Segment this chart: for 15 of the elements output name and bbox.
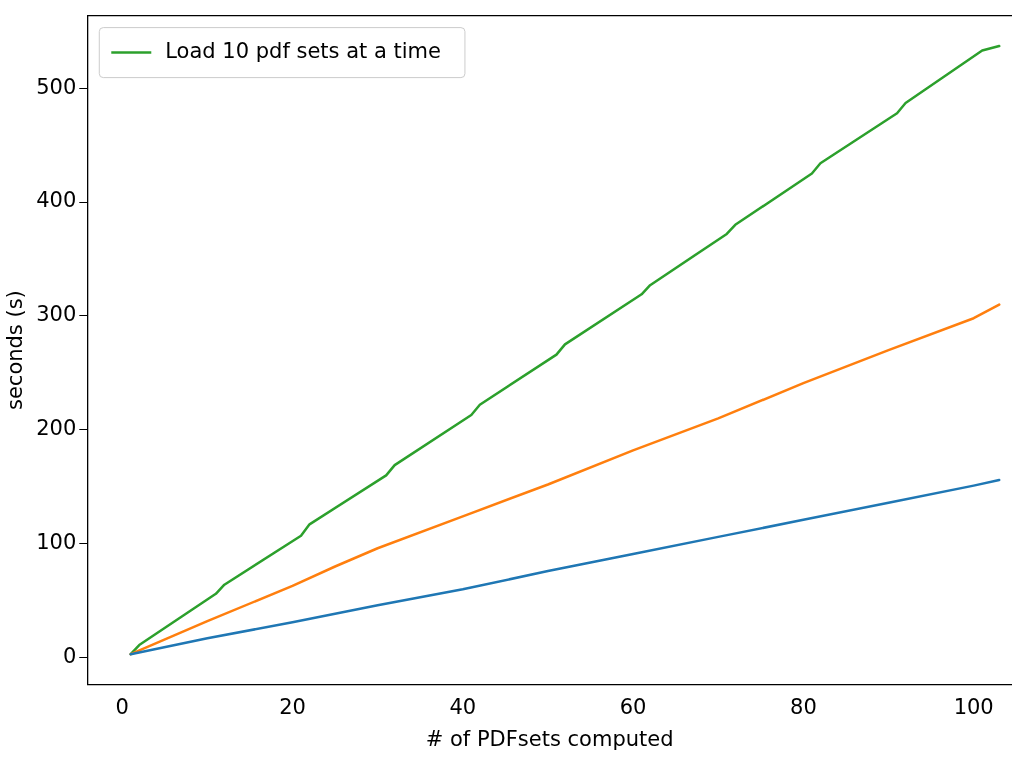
x-axis-title: # of PDFsets computed: [425, 726, 674, 751]
y-tick-label: 200: [36, 416, 77, 441]
x-tick-label: 60: [619, 694, 647, 719]
x-tick-label: 80: [790, 694, 817, 719]
x-tick-label: 0: [115, 694, 129, 719]
y-tick-label: 400: [36, 188, 77, 213]
y-tick-label: 500: [36, 74, 77, 99]
y-tick-label: 100: [36, 530, 77, 555]
x-tick-label: 40: [449, 694, 477, 719]
x-tick-label: 100: [953, 694, 994, 719]
legend-label: Load 10 pdf sets at a time: [165, 39, 441, 64]
x-tick-label: 20: [279, 694, 306, 719]
y-tick-label: 300: [36, 302, 77, 327]
y-tick-label: 0: [62, 644, 77, 669]
y-axis-title: seconds (s): [3, 290, 28, 411]
